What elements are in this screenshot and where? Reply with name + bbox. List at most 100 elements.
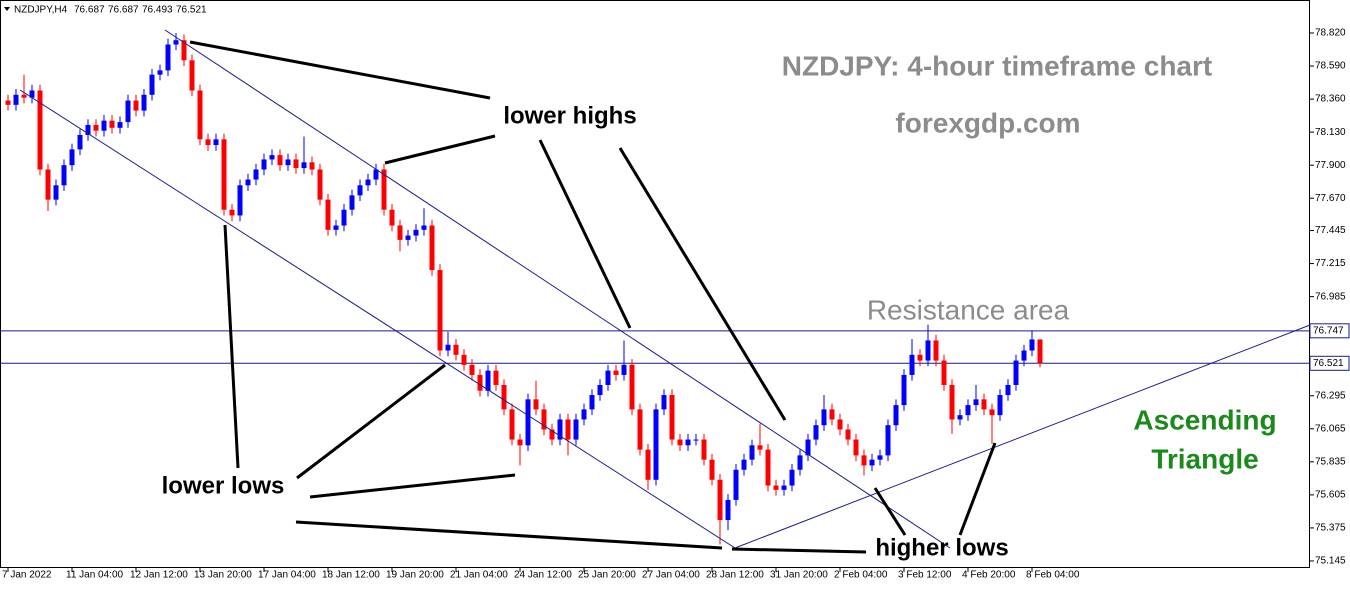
x-tick-label: 4 Feb 20:00 — [962, 570, 1016, 581]
y-tick-label: 76.985 — [1315, 291, 1346, 302]
candle-body — [709, 459, 715, 480]
x-tick-label: 8 Feb 04:00 — [1026, 570, 1080, 581]
pointer — [618, 147, 787, 421]
candle-body — [261, 159, 267, 170]
candle-body — [997, 395, 1003, 416]
x-tick-label: 27 Jan 04:00 — [642, 570, 700, 581]
candle-body — [381, 169, 387, 210]
candle-body — [525, 399, 531, 446]
candle-body — [365, 179, 371, 186]
y-tick-label: 77.670 — [1315, 193, 1346, 204]
candle-body — [269, 155, 275, 160]
pointer — [189, 40, 491, 100]
candle-body — [109, 120, 115, 128]
y-tick-label: 75.835 — [1315, 456, 1346, 467]
candle-body — [197, 90, 203, 140]
candle-body — [757, 445, 763, 450]
pointer — [538, 139, 632, 329]
ohlc-open: 76.687 — [74, 5, 105, 16]
candle-body — [277, 155, 283, 166]
candle-body — [533, 399, 539, 410]
candle-body — [541, 409, 547, 430]
candle-body — [637, 409, 643, 450]
candle-body — [477, 374, 483, 391]
candle-body — [461, 354, 467, 365]
candle-body — [597, 384, 603, 396]
candle-body — [229, 209, 235, 216]
candle-body — [581, 409, 587, 420]
candle-body — [117, 122, 123, 128]
annotation: lower lows — [162, 472, 285, 499]
candle-body — [645, 449, 651, 480]
candle-body — [693, 439, 699, 441]
candle-body — [869, 459, 875, 466]
candle-body — [501, 384, 507, 410]
candle-body — [1037, 339, 1043, 364]
candle-body — [917, 354, 923, 361]
candle-body — [1021, 350, 1027, 361]
candle-body — [85, 124, 91, 136]
candle-body — [725, 499, 731, 521]
candle-body — [813, 425, 819, 440]
candle-body — [885, 425, 891, 456]
candle-body — [165, 44, 171, 71]
x-tick-label: 11 Jan 04:00 — [66, 570, 124, 581]
candle-body — [877, 455, 883, 460]
candle-body — [837, 419, 843, 430]
candle-body — [965, 405, 971, 416]
x-tick-label: 3 Feb 12:00 — [898, 570, 952, 581]
candle-body — [653, 409, 659, 480]
trendline — [19, 89, 736, 549]
candle-body — [429, 225, 435, 271]
pointer — [731, 547, 867, 554]
candle-body — [301, 162, 307, 169]
candle-body — [613, 370, 619, 375]
candle-body — [13, 94, 19, 105]
candle-body — [701, 439, 707, 460]
candle-body — [213, 139, 219, 146]
candle-body — [621, 364, 627, 375]
candle-body — [805, 439, 811, 456]
candle-body — [565, 419, 571, 440]
candle-body — [485, 370, 491, 391]
candle-body — [517, 439, 523, 446]
candle-body — [173, 40, 179, 45]
candle-body — [853, 439, 859, 456]
candle-body — [325, 199, 331, 230]
candle-body — [749, 445, 755, 460]
candle-body — [53, 185, 59, 200]
pointer — [223, 224, 240, 469]
candle-body — [445, 344, 451, 351]
pointer — [384, 134, 496, 165]
x-tick-label: 13 Jan 20:00 — [194, 570, 252, 581]
pointer — [958, 442, 997, 536]
pointer-lines — [189, 40, 997, 554]
candle-body — [549, 429, 555, 440]
price-label-box — [1309, 355, 1350, 371]
candle-body — [245, 179, 251, 186]
annotation: lower highs — [503, 102, 636, 129]
candle-body — [981, 399, 987, 410]
y-tick-label: 78.360 — [1315, 94, 1346, 105]
price-label: 76.521 — [1313, 358, 1344, 369]
candle-body — [5, 100, 11, 105]
ohlc-high: 76.687 — [108, 5, 139, 16]
x-tick-label: 17 Jan 04:00 — [258, 570, 316, 581]
x-tick-label: 31 Jan 20:00 — [770, 570, 828, 581]
candle-body — [957, 415, 963, 420]
candle-body — [133, 100, 139, 111]
candle-body — [101, 120, 107, 131]
candle-body — [149, 74, 155, 95]
candle-body — [373, 169, 379, 180]
ohlc-low: 76.493 — [142, 5, 173, 16]
candle-body — [941, 360, 947, 385]
candle-body — [181, 40, 187, 61]
annotation: Resistance area — [867, 294, 1070, 325]
candle-body — [405, 235, 411, 240]
ohlc-close: 76.521 — [176, 5, 207, 16]
annotation: Triangle — [1151, 443, 1258, 474]
candle-body — [781, 485, 787, 490]
y-tick-label: 78.130 — [1315, 127, 1346, 138]
candle-body — [21, 94, 27, 98]
